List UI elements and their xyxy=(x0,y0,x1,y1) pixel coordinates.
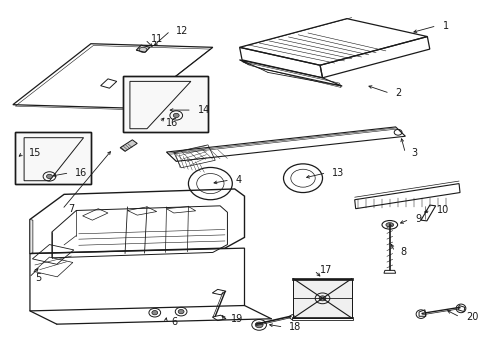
Text: 20: 20 xyxy=(465,312,477,322)
Text: 2: 2 xyxy=(395,88,401,98)
Text: 16: 16 xyxy=(165,118,178,128)
Polygon shape xyxy=(120,140,137,151)
Bar xyxy=(122,76,207,132)
Polygon shape xyxy=(293,279,351,318)
Text: 1: 1 xyxy=(442,21,447,31)
Bar xyxy=(15,132,91,184)
Text: 6: 6 xyxy=(171,318,177,327)
Text: 11: 11 xyxy=(151,35,163,44)
Text: 14: 14 xyxy=(197,105,209,115)
Ellipse shape xyxy=(173,113,179,118)
Text: 8: 8 xyxy=(400,247,406,257)
Text: 5: 5 xyxy=(35,273,41,283)
Polygon shape xyxy=(136,45,150,52)
Text: 16: 16 xyxy=(75,168,87,178)
Polygon shape xyxy=(30,220,33,253)
Text: 3: 3 xyxy=(410,148,417,158)
Ellipse shape xyxy=(385,223,393,227)
Ellipse shape xyxy=(319,296,325,301)
Text: 4: 4 xyxy=(235,175,242,185)
Text: 19: 19 xyxy=(230,314,243,324)
Text: 15: 15 xyxy=(29,148,41,158)
Ellipse shape xyxy=(152,311,158,315)
Ellipse shape xyxy=(255,322,263,328)
Ellipse shape xyxy=(46,174,52,179)
Text: 10: 10 xyxy=(436,206,448,216)
Text: 7: 7 xyxy=(68,204,74,215)
Bar xyxy=(122,76,207,132)
Text: 13: 13 xyxy=(331,168,344,178)
Text: 17: 17 xyxy=(320,265,332,275)
Text: 12: 12 xyxy=(176,26,188,36)
Ellipse shape xyxy=(178,310,183,314)
Bar xyxy=(15,132,91,184)
Text: 9: 9 xyxy=(414,215,421,224)
Text: 18: 18 xyxy=(289,322,301,332)
